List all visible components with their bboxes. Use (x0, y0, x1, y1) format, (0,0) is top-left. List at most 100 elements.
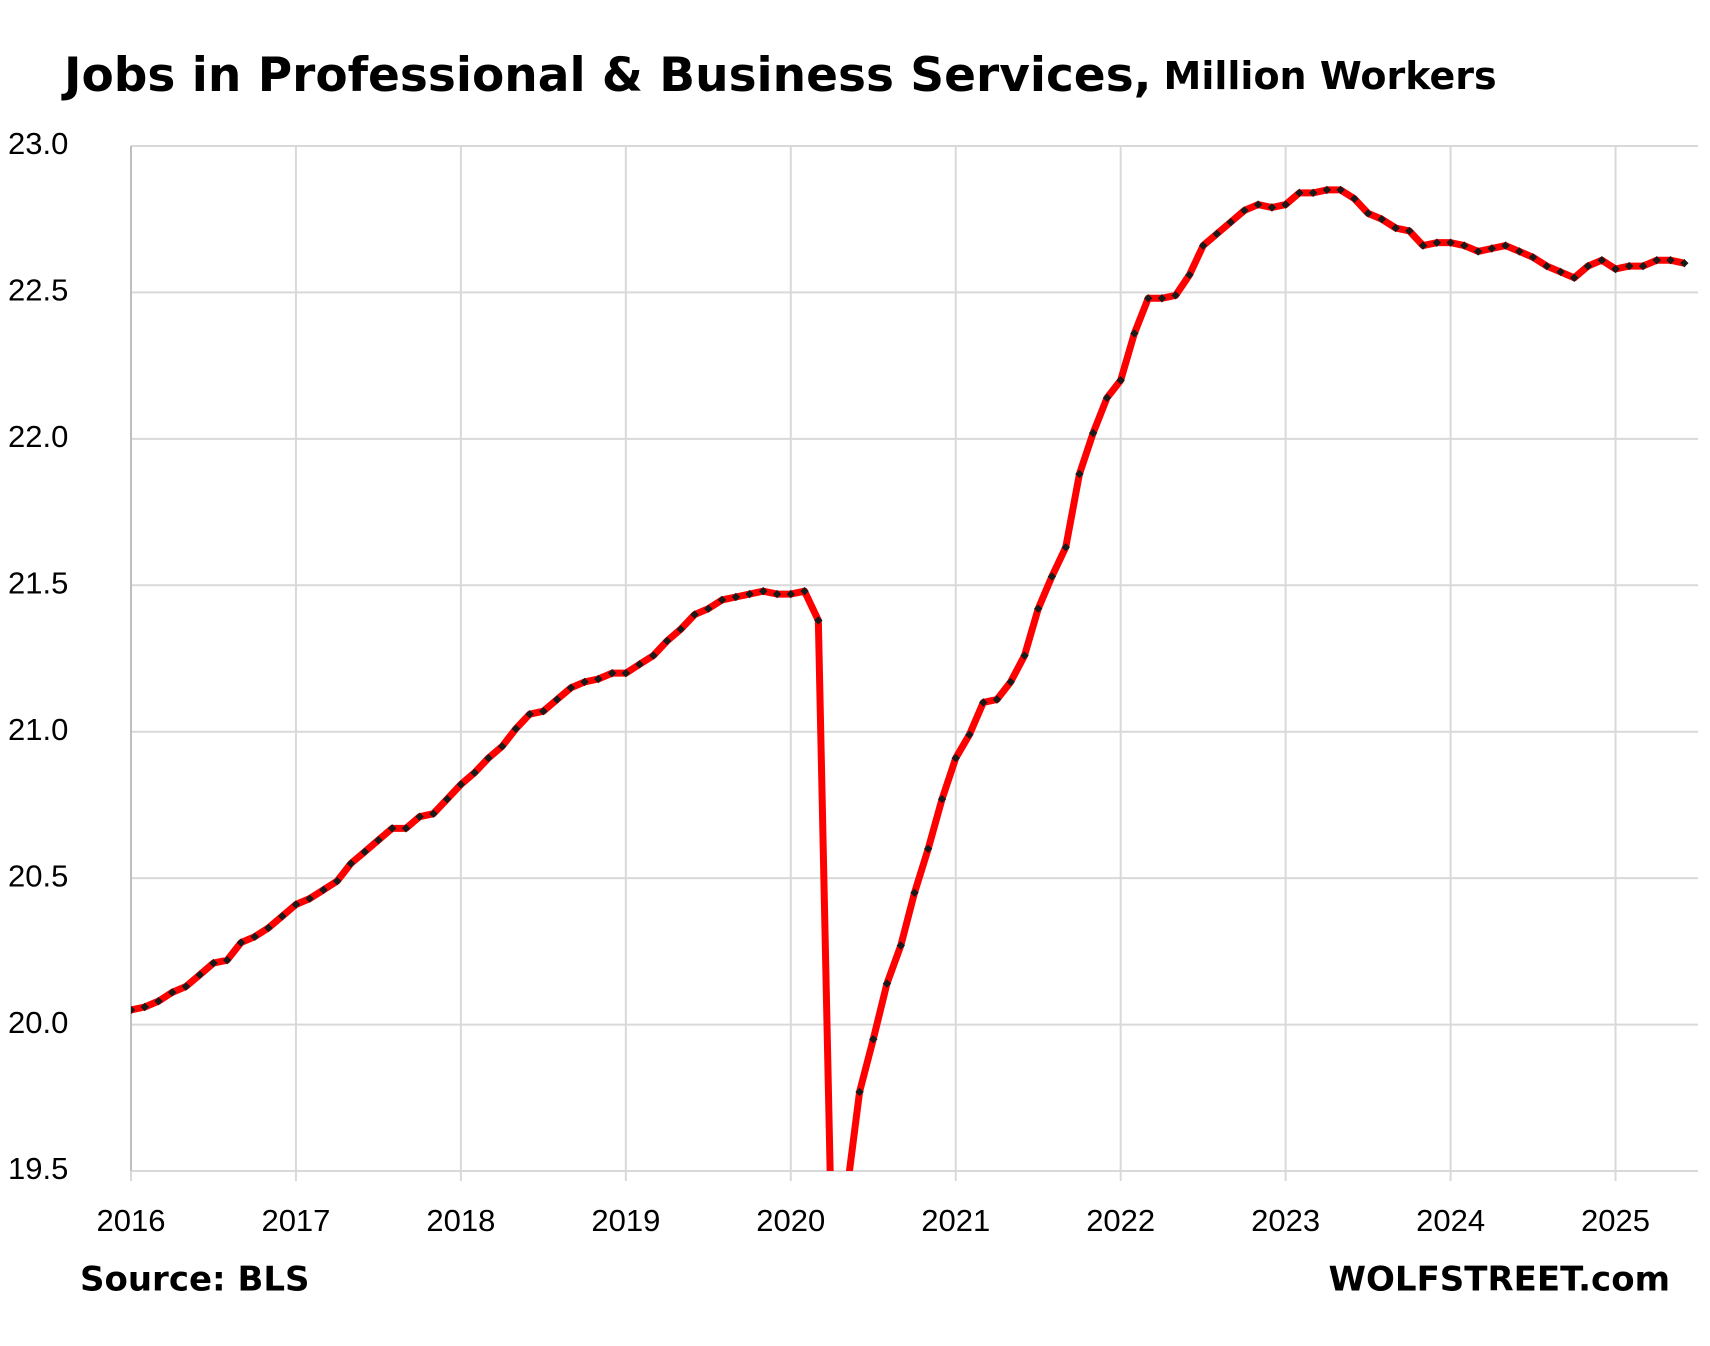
data-point (131, 1005, 136, 1015)
data-point (965, 730, 974, 739)
data-point (566, 683, 576, 692)
data-point (1487, 244, 1497, 253)
data-point (236, 938, 246, 947)
x-tick-label: 2021 (921, 1203, 990, 1238)
x-tick-label: 2020 (756, 1203, 825, 1238)
data-point (1061, 543, 1070, 552)
subtitle-text: Million Workers (1164, 54, 1497, 98)
data-point (1460, 241, 1469, 250)
data-point (1212, 229, 1222, 239)
data-point (1240, 206, 1249, 215)
data-point (140, 1002, 149, 1012)
data-point (1405, 226, 1414, 236)
y-tick-label: 20.0 (8, 1005, 68, 1040)
data-point (539, 707, 548, 716)
data-point (1570, 273, 1579, 282)
data-point (222, 955, 232, 965)
x-tick-label: 2023 (1251, 1203, 1320, 1238)
data-point (332, 876, 342, 886)
data-point (1020, 651, 1029, 660)
x-tick-label: 2016 (97, 1203, 166, 1238)
data-point (1418, 241, 1428, 250)
data-point (1144, 294, 1153, 303)
data-point (278, 912, 287, 921)
data-point (923, 844, 933, 854)
data-point (869, 1035, 878, 1044)
x-tick-label: 2024 (1416, 1203, 1485, 1238)
y-tick-label: 22.0 (8, 419, 68, 454)
data-point (415, 812, 424, 821)
data-point (1253, 200, 1263, 209)
data-point (1075, 469, 1084, 479)
data-point (731, 592, 741, 602)
data-point (1515, 247, 1524, 256)
data-point (1473, 247, 1483, 256)
data-point (1116, 376, 1125, 385)
x-tick-label: 2017 (261, 1203, 330, 1238)
data-point (511, 724, 521, 733)
x-tick-label: 2019 (591, 1203, 660, 1238)
data-point (621, 668, 631, 678)
data-point (1267, 203, 1277, 212)
data-point (1171, 291, 1180, 300)
data-point (181, 982, 191, 991)
data-point (374, 835, 383, 845)
data-point (1528, 253, 1538, 262)
data-point (1432, 238, 1442, 247)
data-point (1102, 393, 1112, 403)
data-point (717, 595, 727, 605)
data-point (387, 824, 397, 833)
data-point (1308, 188, 1318, 198)
data-point (484, 753, 493, 763)
data-point (594, 674, 603, 684)
data-point (1226, 217, 1235, 227)
data-point (319, 885, 328, 895)
x-tick-label: 2018 (426, 1203, 495, 1238)
data-point (992, 695, 1002, 704)
data-point (195, 970, 204, 979)
data-point (1336, 185, 1345, 195)
data-point (1034, 604, 1043, 613)
y-tick-label: 19.5 (8, 1151, 68, 1186)
data-point (525, 709, 534, 719)
data-point (662, 636, 672, 646)
source: Source: BLS (80, 1260, 310, 1300)
data-point (745, 589, 754, 599)
data-point (429, 809, 438, 818)
data-point (786, 589, 795, 599)
data-point (346, 859, 356, 868)
data-point (154, 996, 163, 1006)
data-point (209, 958, 218, 968)
data-point (580, 677, 589, 687)
data-point (882, 979, 892, 988)
data-point (828, 1255, 836, 1263)
data-point (1377, 215, 1386, 224)
data-point (1666, 256, 1675, 265)
data-point (1611, 264, 1620, 274)
data-point (552, 695, 562, 704)
data-point (470, 768, 479, 777)
data-point (937, 794, 947, 804)
data-point (291, 900, 301, 909)
data-point (842, 1196, 850, 1204)
data-point (1047, 572, 1057, 581)
data-point (401, 824, 411, 833)
data-point (1501, 241, 1510, 250)
data-point (1597, 256, 1607, 265)
data-point (1542, 261, 1551, 271)
data-point (649, 651, 658, 660)
data-point (1198, 241, 1208, 250)
data-point (759, 586, 768, 596)
data-point (1322, 185, 1332, 195)
data-point (951, 753, 960, 763)
data-point (1652, 256, 1661, 265)
y-tick-label: 22.5 (8, 273, 68, 308)
data-point (1157, 294, 1167, 303)
data-point (250, 932, 259, 941)
y-tick-label: 21.0 (8, 712, 68, 747)
data-point (1130, 329, 1139, 338)
data-point (1446, 238, 1455, 247)
data-point (979, 698, 988, 707)
data-point (1088, 428, 1098, 438)
data-point (690, 610, 699, 619)
